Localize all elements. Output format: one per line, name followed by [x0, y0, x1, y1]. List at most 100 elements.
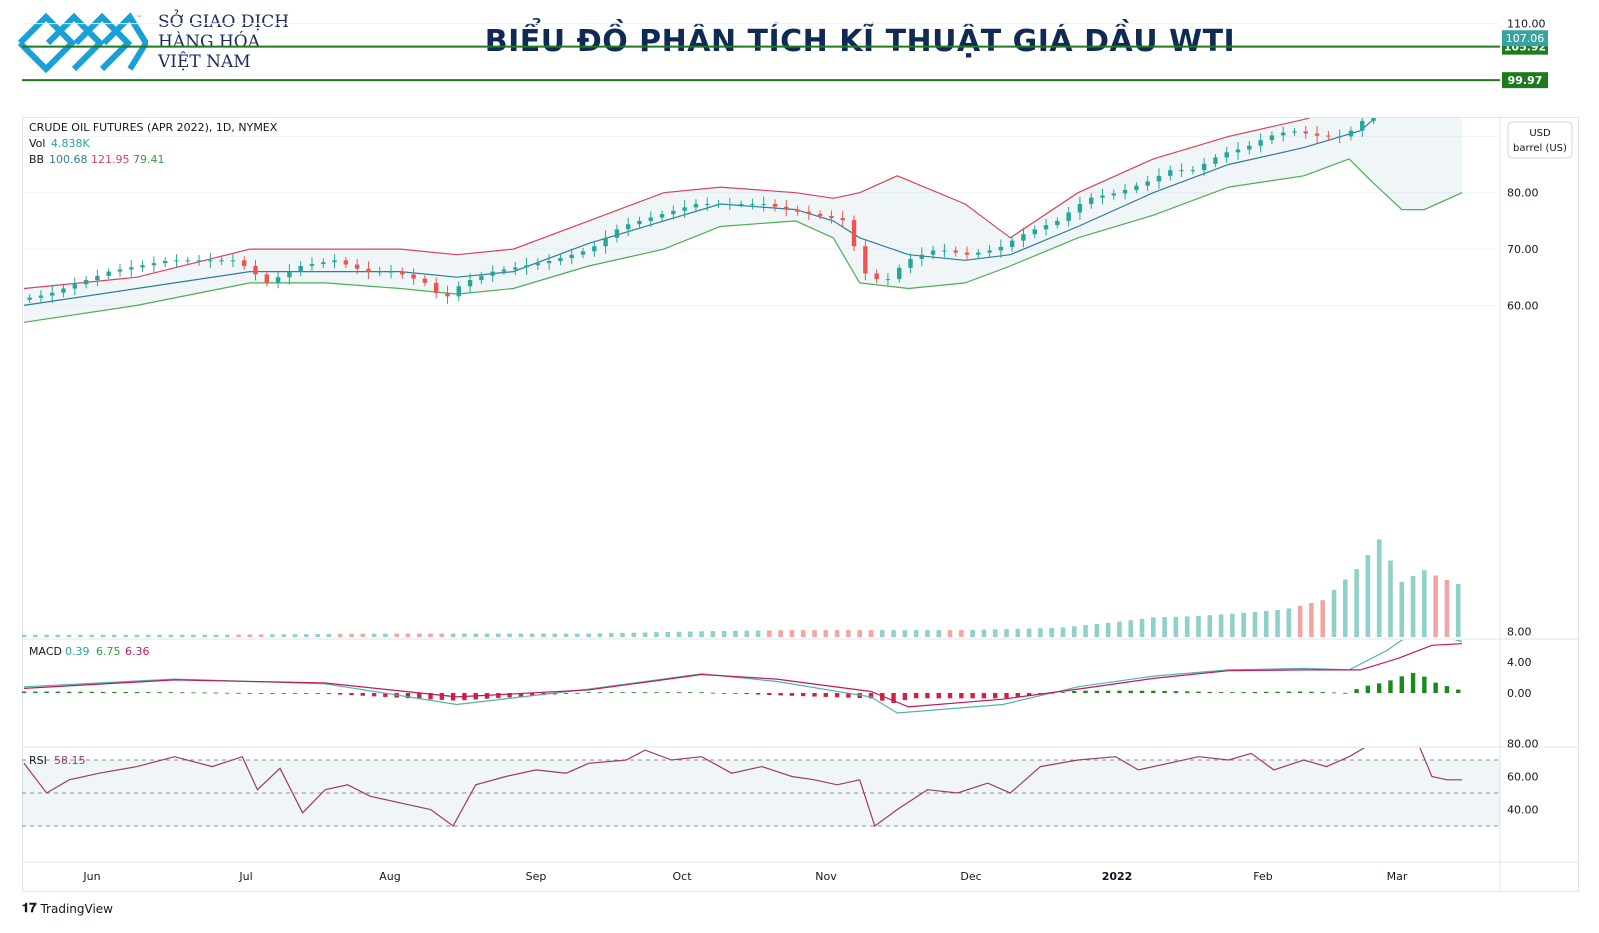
- bb-legend-lower: 79.41: [133, 153, 165, 166]
- candle-body: [738, 203, 744, 205]
- volume-bar: [66, 634, 72, 637]
- macd-histogram-bar: [631, 692, 637, 694]
- macd-histogram-bar: [292, 693, 298, 694]
- macd-histogram-bar: [575, 692, 580, 694]
- symbol-legend[interactable]: CRUDE OIL FUTURES (APR 2022), 1D, NYMEX: [29, 121, 278, 134]
- volume-bar: [1004, 629, 1009, 637]
- macd-histogram-bar: [439, 693, 445, 700]
- candle-body: [976, 252, 981, 255]
- macd-histogram-bar: [44, 691, 49, 693]
- tradingview-footer[interactable]: 𝟏𝟕 TradingView: [22, 901, 113, 916]
- candle-body: [343, 260, 349, 265]
- macd-histogram-bar: [428, 693, 433, 700]
- volume-bar: [676, 631, 682, 637]
- candle-body: [1224, 152, 1229, 158]
- candle-body: [1111, 193, 1116, 196]
- volume-bar: [89, 634, 95, 637]
- volume-bar: [462, 633, 467, 637]
- volume-bar: [913, 630, 919, 637]
- bollinger-band-fill: [24, 118, 1462, 323]
- candle-body: [964, 252, 970, 255]
- macd-histogram-bar: [586, 692, 591, 694]
- candle-body: [354, 264, 360, 269]
- volume-bar: [1343, 579, 1348, 637]
- macd-histogram-bar: [146, 692, 151, 693]
- candle-body: [332, 260, 337, 263]
- rsi-line: [23, 748, 1462, 827]
- volume-bar: [450, 633, 456, 637]
- support-level-tag: [1502, 72, 1548, 89]
- macd-histogram-bar: [22, 691, 27, 693]
- volume-bar: [371, 633, 377, 637]
- macd-histogram-bar: [258, 693, 264, 694]
- volume-bar: [44, 634, 49, 637]
- candle-body: [95, 275, 100, 281]
- macd-histogram-bar: [134, 692, 140, 693]
- candle-body: [1462, 41, 1466, 44]
- volume-bar: [213, 634, 219, 637]
- candle-body: [83, 280, 89, 285]
- volume-bar: [1071, 626, 1077, 637]
- rsi-pane: [22, 748, 1500, 827]
- candle-body: [298, 265, 303, 272]
- company-logo: ™: [18, 12, 148, 74]
- bb-lower-line: [23, 158, 1463, 323]
- candle-body: [309, 264, 315, 266]
- chart-frame[interactable]: [22, 117, 1579, 892]
- macd-histogram-bar: [970, 693, 975, 699]
- macd-histogram-bar: [1331, 692, 1337, 694]
- macd-tick-label: 0.00: [1507, 687, 1532, 700]
- candle-body: [275, 277, 281, 283]
- candle-body: [196, 260, 202, 262]
- currency-selector[interactable]: [1507, 121, 1573, 159]
- volume-bar: [620, 632, 625, 637]
- macd-histogram-bar: [755, 693, 761, 695]
- candle-body: [1201, 163, 1207, 171]
- volume-bar: [1015, 628, 1021, 637]
- macd-histogram-bar: [846, 693, 851, 698]
- volume-bar: [1365, 555, 1371, 637]
- candle-body: [1021, 234, 1026, 241]
- volume-bar: [846, 630, 851, 637]
- candle-body: [72, 284, 78, 289]
- volume-bar: [959, 630, 964, 637]
- candle-body: [1190, 170, 1196, 172]
- macd-histogram-bar: [1297, 691, 1303, 693]
- candle-body: [829, 215, 834, 219]
- volume-bar: [1128, 620, 1134, 637]
- macd-histogram-bar: [247, 693, 253, 694]
- company-name: SỞ GIAO DỊCH HÀNG HÓA VIỆT NAM: [158, 12, 289, 72]
- volume-bar: [484, 633, 490, 637]
- macd-legend-v1: 0.39: [65, 645, 90, 658]
- macd-histogram-bar: [1241, 692, 1246, 693]
- candle-body: [603, 237, 608, 247]
- bb-upper-line: [23, 118, 1311, 290]
- candle-body: [1360, 120, 1365, 131]
- candle-body: [614, 229, 620, 238]
- candle-body: [580, 251, 586, 255]
- macd-legend-label: MACD: [29, 645, 62, 658]
- macd-histogram-bar: [33, 691, 38, 693]
- candle-body: [264, 274, 270, 283]
- volume-bar: [1433, 575, 1438, 637]
- volume-bar: [337, 633, 343, 637]
- macd-histogram-bar: [880, 693, 885, 701]
- candle-body: [366, 268, 371, 272]
- volume-bar: [292, 634, 298, 637]
- volume-bar: [925, 630, 930, 637]
- macd-histogram-bar: [123, 691, 128, 693]
- volume-bar: [970, 629, 975, 637]
- candle-body: [863, 246, 868, 274]
- macd-histogram-bar: [1072, 691, 1077, 693]
- candle-body: [682, 207, 687, 211]
- bb-legend-upper: 121.95: [91, 153, 130, 166]
- candle-body: [1235, 149, 1241, 153]
- last-price-tag: [1502, 30, 1548, 47]
- candle-body: [1032, 229, 1037, 235]
- volume-bar: [1060, 627, 1066, 637]
- macd-histogram-bar: [1275, 691, 1280, 693]
- candle-body: [490, 271, 495, 276]
- candle-body: [1258, 140, 1263, 146]
